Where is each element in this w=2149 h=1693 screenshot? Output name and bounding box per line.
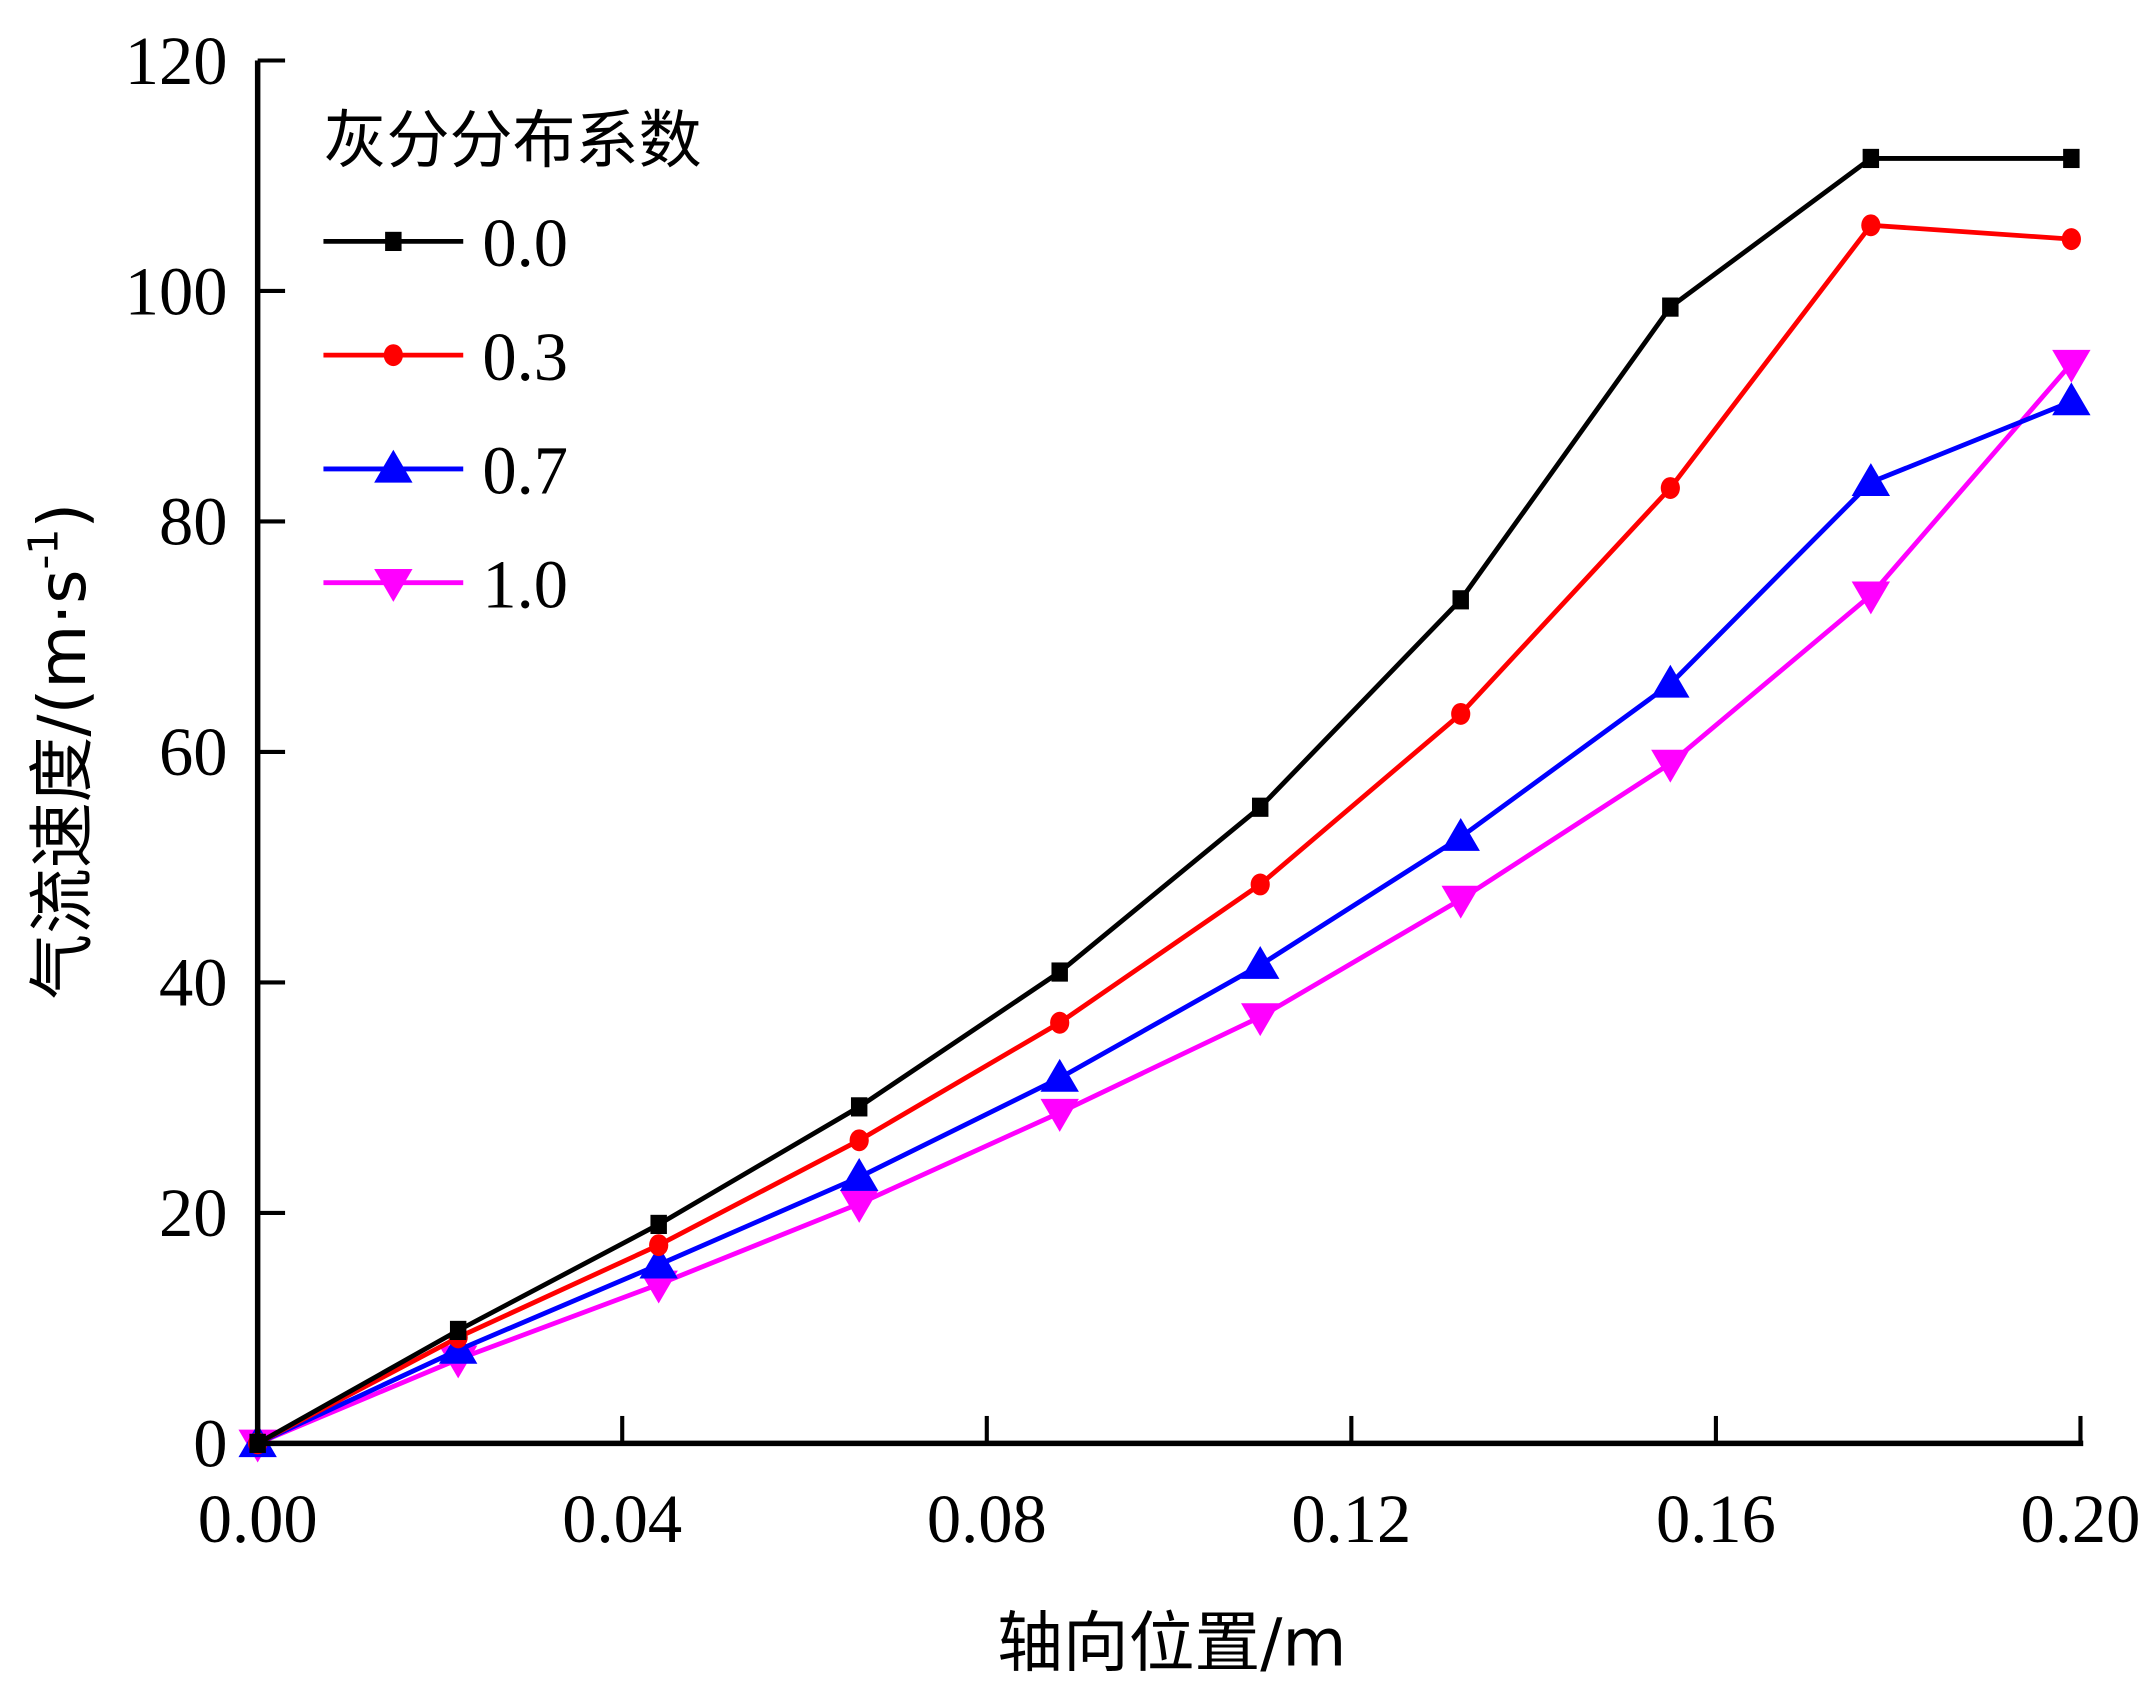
data-point: [1660, 477, 1680, 499]
legend-label: 1.0: [482, 546, 568, 622]
data-point: [850, 1097, 868, 1117]
legend-marker: [374, 449, 413, 483]
data-point: [1851, 581, 1891, 615]
y-tick-label: 60: [159, 714, 228, 790]
legend-item: 0.7: [323, 433, 568, 509]
data-point: [1861, 214, 1881, 237]
y-tick-label: 80: [159, 484, 228, 560]
x-tick-label: 0.08: [927, 1481, 1047, 1557]
data-point: [1451, 702, 1471, 725]
series-0.3: [248, 214, 2081, 1455]
y-axis-title-main: 气流速度/(m·s: [24, 570, 101, 1000]
data-point: [1241, 945, 1280, 979]
data-point: [639, 1270, 678, 1304]
ticks-group: 0 20 40 60 80 100 120 0.00 0.04 0.08 0.12 0.16 0.20: [125, 23, 2141, 1557]
data-point: [449, 1320, 467, 1341]
data-point: [1040, 1098, 1079, 1132]
series-line: [256, 222, 2072, 1446]
y-tick-label: 40: [159, 945, 228, 1021]
legend-item: 1.0: [323, 546, 568, 622]
data-point: [1452, 590, 1469, 610]
data-point: [1862, 148, 1880, 169]
series-line: [256, 362, 2074, 1446]
y-tick-label: 20: [159, 1175, 228, 1251]
x-axis-title: 轴向位置/m: [997, 1604, 1346, 1681]
data-point: [1662, 297, 1679, 317]
series-line: [256, 399, 2073, 1446]
legend-marker: [374, 568, 413, 602]
legend: 灰分分布系数 0.0 0.3 0.7 1.0: [323, 103, 702, 622]
y-axis-title-superscript: -1: [20, 529, 68, 570]
data-point: [849, 1129, 869, 1152]
data-point: [1050, 1011, 1070, 1034]
series-line: [256, 156, 2072, 1446]
legend-label: 0.0: [482, 205, 568, 281]
data-point: [1040, 1058, 1079, 1092]
data-point: [1651, 664, 1690, 698]
plot-series-group: [238, 148, 2091, 1463]
data-point: [2052, 349, 2091, 383]
data-point: [840, 1157, 879, 1191]
data-point: [1851, 463, 1891, 496]
data-point: [639, 1245, 678, 1279]
legend-title: 灰分分布系数: [323, 103, 701, 177]
x-tick-label: 0.00: [198, 1481, 318, 1557]
legend-marker: [383, 344, 403, 367]
y-axis-title: 气流速度/(m·s-1): [20, 503, 101, 1000]
data-point: [840, 1189, 879, 1223]
data-point: [2061, 228, 2081, 251]
data-point: [1441, 818, 1480, 851]
series-1.0: [238, 349, 2091, 1463]
data-point: [1441, 885, 1480, 919]
x-tick-label: 0.20: [2021, 1481, 2141, 1557]
data-point: [1251, 797, 1269, 817]
data-point: [1250, 873, 1270, 896]
data-point: [1241, 1003, 1280, 1037]
y-tick-label: 0: [193, 1406, 227, 1482]
legend-item: 0.0: [323, 205, 568, 281]
data-point: [2052, 382, 2091, 416]
data-point: [1651, 749, 1690, 783]
y-tick-label: 120: [125, 23, 228, 99]
x-tick-label: 0.12: [1291, 1481, 1411, 1557]
legend-label: 0.7: [482, 433, 568, 509]
data-point: [650, 1214, 667, 1235]
x-tick-label: 0.16: [1656, 1481, 1776, 1557]
data-point: [2063, 148, 2080, 169]
legend-item: 0.3: [323, 319, 568, 395]
data-point: [649, 1234, 669, 1257]
y-axis-title-close: ): [24, 503, 101, 529]
legend-label: 0.3: [482, 319, 568, 395]
x-tick-label: 0.04: [562, 1481, 682, 1557]
series-0.7: [238, 382, 2091, 1458]
y-tick-label: 100: [125, 253, 228, 329]
data-point: [1051, 962, 1068, 982]
legend-marker: [385, 231, 402, 252]
